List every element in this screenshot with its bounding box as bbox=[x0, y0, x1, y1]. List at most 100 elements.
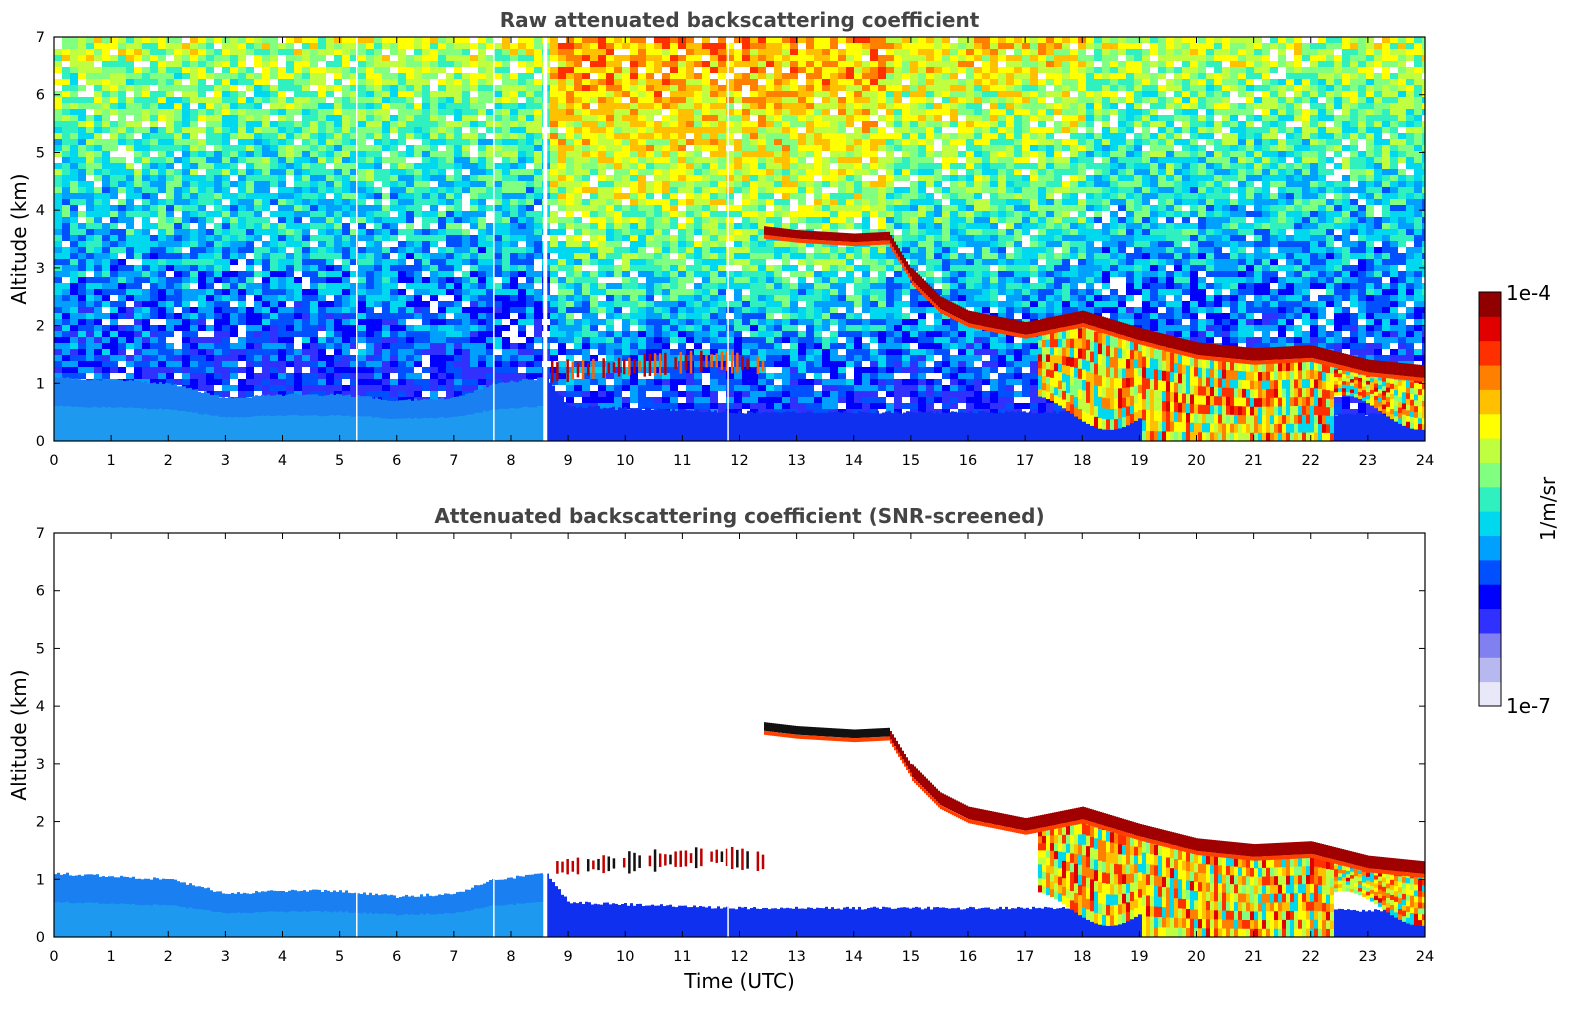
heatmap-image bbox=[54, 533, 1425, 937]
colorbar-swatch bbox=[1479, 365, 1501, 390]
y-tick-label: 7 bbox=[36, 30, 45, 46]
x-tick-label: 24 bbox=[1416, 949, 1434, 965]
x-tick-label: 3 bbox=[221, 453, 230, 469]
colorbar-min-label: 1e-7 bbox=[1506, 694, 1551, 718]
x-tick-label: 1 bbox=[107, 949, 116, 965]
x-tick-label: 12 bbox=[730, 453, 748, 469]
x-tick-label: 13 bbox=[787, 949, 805, 965]
precipitation-region bbox=[1038, 812, 1425, 937]
elevated-cloud bbox=[764, 722, 1425, 878]
screened-backscatter-panel: 0 1 2 3 4 5 6 7 8 9 10 11 12 13 14 15 16 17 18 19 20 21 22 23 24… bbox=[7, 504, 1434, 993]
x-tick-label: 0 bbox=[49, 453, 58, 469]
x-tick-label: 20 bbox=[1187, 949, 1205, 965]
panel-title: Attenuated backscattering coefficient (S… bbox=[434, 504, 1044, 528]
colorbar-swatch bbox=[1479, 559, 1501, 585]
x-tick-label: 16 bbox=[959, 453, 977, 469]
x-tick-label: 21 bbox=[1244, 453, 1262, 469]
y-tick-label: 7 bbox=[36, 526, 45, 542]
x-tick-label: 3 bbox=[221, 949, 230, 965]
raw-backscatter-panel: 0 1 2 3 4 5 6 7 8 9 10 11 12 13 14 15 16 17 18 19 20 21 22 23 24… bbox=[7, 8, 1434, 469]
x-tick-label: 17 bbox=[1016, 949, 1034, 965]
x-tick-label: 23 bbox=[1359, 453, 1377, 469]
x-tick-label: 8 bbox=[506, 949, 515, 965]
colorbar-swatch bbox=[1479, 535, 1501, 561]
colorbar-swatch bbox=[1479, 681, 1501, 707]
x-tick-label: 8 bbox=[506, 453, 515, 469]
y-tick-label: 1 bbox=[36, 376, 45, 392]
x-tick-label: 9 bbox=[564, 453, 573, 469]
x-tick-label: 24 bbox=[1416, 453, 1434, 469]
x-tick-label: 11 bbox=[673, 453, 691, 469]
heatmap-image bbox=[54, 37, 1425, 441]
colorbar-swatch bbox=[1479, 316, 1501, 342]
x-tick-label: 23 bbox=[1359, 949, 1377, 965]
y-tick-label: 5 bbox=[36, 641, 45, 657]
x-tick-label: 6 bbox=[392, 453, 401, 469]
x-tick-label: 16 bbox=[959, 949, 977, 965]
colorbar-swatch bbox=[1479, 486, 1501, 512]
colorbar-swatch bbox=[1479, 584, 1501, 610]
x-tick-label: 10 bbox=[616, 949, 634, 965]
x-tick-label: 7 bbox=[449, 453, 458, 469]
colorbar: 1e-4 1e-7 1/m/sr bbox=[1478, 281, 1560, 718]
panel-title: Raw attenuated backscattering coefficien… bbox=[500, 8, 980, 32]
x-tick-label: 17 bbox=[1016, 453, 1034, 469]
y-tick-label: 0 bbox=[36, 434, 45, 450]
colorbar-swatch bbox=[1479, 462, 1501, 488]
y-tick-label: 5 bbox=[36, 145, 45, 161]
data-gaps bbox=[356, 37, 729, 441]
x-tick-label: 4 bbox=[278, 453, 287, 469]
x-tick-label: 18 bbox=[1073, 453, 1091, 469]
x-tick-label: 4 bbox=[278, 949, 287, 965]
x-tick-label: 22 bbox=[1302, 453, 1320, 469]
x-tick-label: 0 bbox=[49, 949, 58, 965]
y-axis-label: Altitude (km) bbox=[7, 669, 31, 800]
colorbar-max-label: 1e-4 bbox=[1506, 281, 1551, 305]
x-tick-label: 1 bbox=[107, 453, 116, 469]
colorbar-swatch bbox=[1479, 340, 1501, 366]
y-tick-label: 1 bbox=[36, 872, 45, 888]
x-tick-label: 19 bbox=[1130, 949, 1148, 965]
noise-field bbox=[54, 37, 1425, 415]
x-tick-label: 10 bbox=[616, 453, 634, 469]
y-tick-label: 6 bbox=[36, 88, 45, 104]
y-tick-label: 4 bbox=[36, 699, 45, 715]
y-axis-label: Altitude (km) bbox=[7, 173, 31, 304]
x-tick-label: 12 bbox=[730, 949, 748, 965]
x-tick-label: 7 bbox=[449, 949, 458, 965]
colorbar-swatch bbox=[1479, 292, 1501, 317]
x-tick-label: 15 bbox=[902, 949, 920, 965]
colorbar-swatch bbox=[1479, 608, 1501, 634]
x-tick-label: 14 bbox=[845, 453, 863, 469]
low-cloud-streaks bbox=[550, 350, 765, 383]
y-tick-label: 6 bbox=[36, 584, 45, 600]
data-gaps bbox=[356, 533, 729, 937]
x-tick-label: 6 bbox=[392, 949, 401, 965]
colorbar-swatch bbox=[1479, 438, 1501, 463]
boundary-layer bbox=[54, 872, 1425, 937]
elevated-cloud bbox=[764, 226, 1425, 382]
x-tick-label: 5 bbox=[335, 949, 344, 965]
y-tick-label: 2 bbox=[36, 319, 45, 335]
colorbar-swatch bbox=[1479, 632, 1501, 658]
colorbar-swatch bbox=[1479, 413, 1501, 439]
x-tick-label: 20 bbox=[1187, 453, 1205, 469]
x-tick-label: 18 bbox=[1073, 949, 1091, 965]
x-tick-label: 2 bbox=[164, 949, 173, 965]
x-tick-label: 22 bbox=[1302, 949, 1320, 965]
x-tick-label: 19 bbox=[1130, 453, 1148, 469]
x-tick-label: 5 bbox=[335, 453, 344, 469]
colorbar-unit-label: 1/m/sr bbox=[1536, 476, 1560, 541]
colorbar-swatch bbox=[1479, 389, 1501, 415]
x-axis-label: Time (UTC) bbox=[683, 969, 795, 993]
x-tick-label: 13 bbox=[787, 453, 805, 469]
x-tick-label: 21 bbox=[1244, 949, 1262, 965]
x-tick-label: 9 bbox=[564, 949, 573, 965]
low-cloud-streaks bbox=[556, 846, 765, 875]
y-tick-label: 4 bbox=[36, 203, 45, 219]
colorbar-swatch bbox=[1479, 657, 1501, 683]
x-tick-label: 2 bbox=[164, 453, 173, 469]
x-tick-label: 15 bbox=[902, 453, 920, 469]
x-tick-label: 11 bbox=[673, 949, 691, 965]
